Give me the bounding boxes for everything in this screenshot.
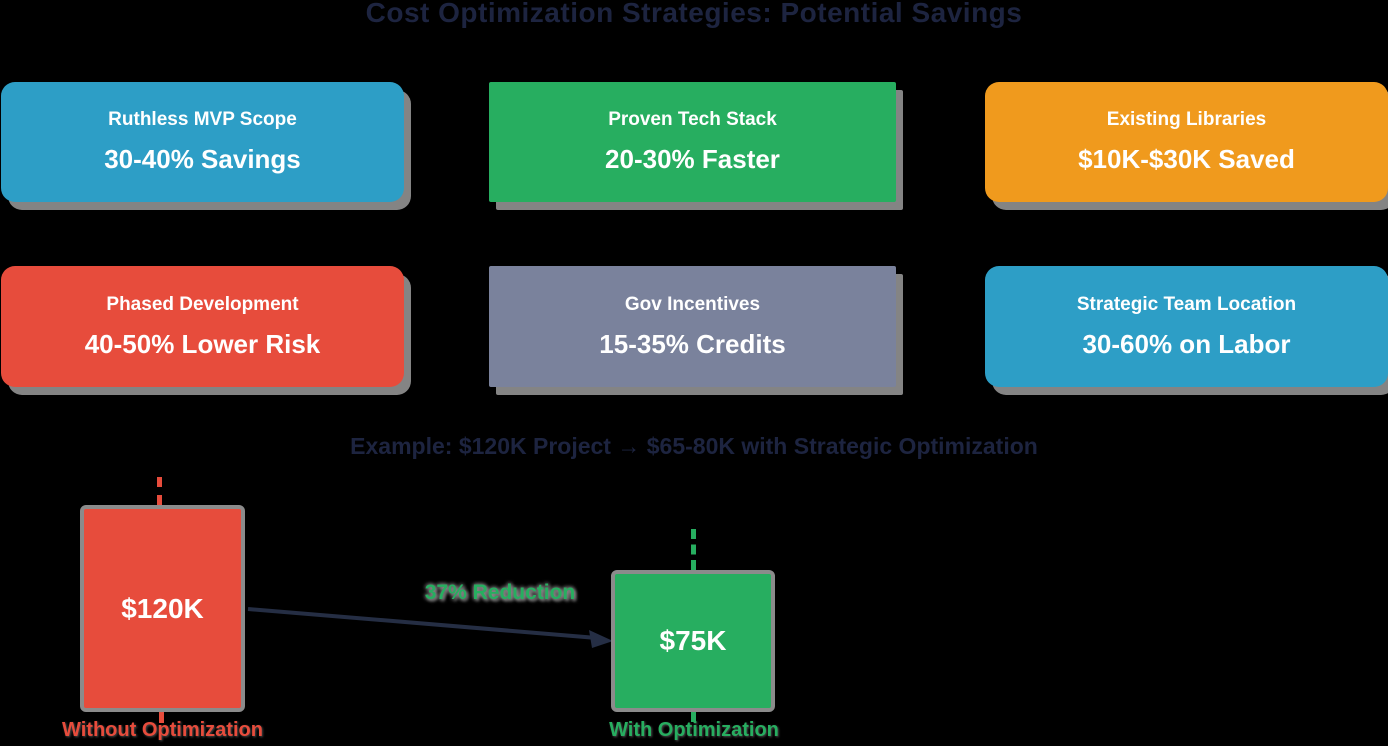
card-label: Phased Development <box>106 293 299 315</box>
card-value: 40-50% Lower Risk <box>84 328 321 359</box>
card-value: 30-60% on Labor <box>1082 328 1291 359</box>
card-value: 20-30% Faster <box>605 144 780 174</box>
before-bar-stem <box>157 477 162 505</box>
card-strategic-team-location: Strategic Team Location 30-60% on Labor <box>985 266 1388 387</box>
after-bar-caption: With Optimization <box>609 719 779 741</box>
reduction-arrow-line <box>247 607 598 640</box>
card-label: Gov Incentives <box>624 293 761 315</box>
card-proven-tech-stack: Proven Tech Stack 20-30% Faster <box>489 82 896 202</box>
card-label: Strategic Team Location <box>1076 293 1297 315</box>
before-bar-stub <box>159 712 164 723</box>
card-ruthless-mvp-scope: Ruthless MVP Scope 30-40% Savings <box>1 82 404 202</box>
reduction-arrowhead-icon <box>589 630 613 648</box>
before-cost-value: $120K <box>121 592 204 624</box>
after-cost-value: $75K <box>659 625 727 656</box>
card-value: $10K-$30K Saved <box>1078 144 1295 174</box>
card-existing-libraries: Existing Libraries $10K-$30K Saved <box>985 82 1388 202</box>
page-title: Cost Optimization Strategies: Potential … <box>365 0 1023 28</box>
card-value: 15-35% Credits <box>599 328 786 359</box>
example-subtitle: Example: $120K Project → $65-80K with St… <box>350 433 1038 459</box>
card-phased-development: Phased Development 40-50% Lower Risk <box>1 266 404 387</box>
card-label: Existing Libraries <box>1106 109 1267 130</box>
reduction-label: 37% Reduction <box>424 581 576 604</box>
before-cost-bar: $120K <box>80 505 245 712</box>
reduction-arrow <box>247 607 613 648</box>
card-gov-incentives: Gov Incentives 15-35% Credits <box>489 266 896 387</box>
card-value: 30-40% Savings <box>104 144 301 174</box>
after-cost-bar: $75K <box>611 570 775 712</box>
after-bar-stem <box>691 529 696 570</box>
card-label: Proven Tech Stack <box>608 109 777 130</box>
after-bar-stub <box>691 712 696 722</box>
before-bar-caption: Without Optimization <box>62 719 263 741</box>
card-label: Ruthless MVP Scope <box>108 109 297 130</box>
